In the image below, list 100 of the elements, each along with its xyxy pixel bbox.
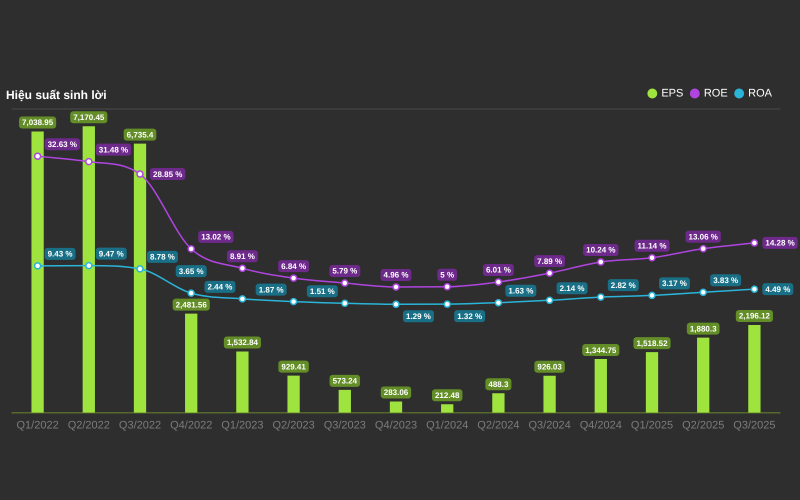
data-label: 7.89 %	[537, 256, 562, 266]
data-label: 2.82 %	[610, 280, 636, 290]
point	[238, 264, 246, 272]
point	[546, 269, 554, 277]
x-tick-label: Q1/2023	[221, 419, 264, 432]
data-label: 926.03	[537, 362, 562, 372]
x-tick-label: Q4/2022	[170, 419, 212, 432]
data-label: 1.51 %	[310, 286, 335, 296]
point	[341, 279, 349, 287]
point	[443, 283, 451, 291]
data-label: 573.24	[332, 376, 358, 386]
bar	[338, 390, 351, 413]
point	[546, 296, 554, 304]
data-label: 11.14 %	[638, 241, 666, 250]
bar	[236, 352, 249, 413]
x-tick-label: Q2/2024	[477, 419, 520, 432]
data-label: 5 %	[440, 270, 454, 280]
point	[648, 292, 656, 300]
legend-label: EPS	[661, 88, 684, 100]
data-label: 5.79 %	[332, 266, 358, 276]
bar	[492, 393, 505, 413]
point	[392, 300, 400, 308]
point	[648, 254, 656, 262]
data-label: 10.24 %	[586, 246, 616, 255]
data-label: 13.06 %	[688, 232, 718, 242]
data-label: 8.78 %	[150, 252, 175, 262]
legend-label: ROA	[748, 88, 773, 100]
data-label: 4.96 %	[384, 270, 408, 280]
point	[443, 300, 451, 308]
data-label: 1,344.75	[585, 346, 617, 355]
point	[238, 295, 246, 303]
data-label: 488.3	[488, 380, 509, 389]
point	[750, 285, 758, 293]
bar	[390, 401, 402, 413]
point	[136, 265, 144, 273]
x-tick-label: Q2/2023	[272, 419, 315, 432]
point	[597, 293, 605, 301]
x-tick-label: Q2/2025	[682, 419, 724, 432]
data-label: 1,532.84	[226, 338, 259, 348]
bar	[697, 338, 710, 413]
point	[699, 244, 707, 252]
x-tick-label: Q3/2024	[528, 419, 571, 432]
point	[597, 258, 605, 266]
bar	[287, 376, 300, 413]
point	[85, 158, 93, 166]
point	[392, 283, 400, 291]
data-label: 7,038.95	[22, 118, 54, 128]
data-label: 28.85 %	[153, 170, 182, 179]
data-label: 1.29 %	[406, 312, 431, 322]
legend-label: ROE	[704, 88, 728, 100]
point	[34, 262, 42, 270]
data-label: 32.63 %	[48, 140, 77, 149]
data-label: 1.32 %	[457, 312, 482, 321]
data-label: 2,196.12	[738, 312, 771, 321]
bar	[748, 325, 761, 413]
bar	[646, 352, 658, 413]
data-label: 283.06	[384, 388, 409, 398]
x-tick-label: Q3/2023	[324, 419, 366, 432]
x-tick-label: Q3/2022	[118, 419, 162, 432]
point	[187, 245, 195, 253]
data-label: 1,880.3	[690, 324, 718, 334]
bar	[185, 314, 198, 413]
x-tick-label: Q1/2024	[426, 419, 468, 432]
point	[136, 170, 144, 178]
data-label: 1.63 %	[508, 286, 534, 296]
x-tick-label: Q1/2025	[630, 419, 674, 432]
data-label: 3.17 %	[662, 279, 687, 288]
data-label: 2.44 %	[207, 282, 232, 292]
x-tick-label: Q4/2023	[374, 419, 418, 432]
data-label: 3.65 %	[178, 266, 204, 276]
point	[341, 300, 349, 308]
data-label: 1.87 %	[258, 285, 284, 294]
bar	[543, 376, 556, 413]
bar	[594, 359, 607, 413]
point	[290, 274, 298, 282]
data-label: 2.14 %	[560, 284, 585, 293]
data-label: 7,170.45	[73, 112, 105, 122]
point	[85, 262, 93, 270]
data-label: 6.84 %	[281, 262, 306, 271]
point	[34, 152, 42, 160]
bar	[82, 126, 95, 413]
x-tick-label: Q1/2022	[16, 419, 59, 432]
point	[187, 289, 195, 297]
data-label: 14.28 %	[765, 238, 795, 248]
bar	[441, 404, 454, 413]
chart-title: Hiệu suất sinh lời	[6, 88, 107, 102]
data-label: 4.49 %	[765, 284, 790, 294]
data-label: 212.48	[434, 391, 460, 400]
data-label: 1,518.52	[636, 338, 668, 348]
point	[494, 278, 502, 286]
bar	[134, 144, 146, 413]
x-tick-label: Q3/2025	[733, 419, 776, 432]
x-tick-label: Q4/2024	[580, 419, 622, 432]
data-label: 3.83 %	[713, 276, 738, 286]
bar	[31, 131, 44, 413]
point	[699, 288, 707, 296]
data-label: 2,481.56	[176, 300, 208, 310]
point	[750, 239, 758, 247]
data-label: 6,735.4	[126, 130, 154, 140]
data-label: 8.91 %	[230, 252, 255, 261]
